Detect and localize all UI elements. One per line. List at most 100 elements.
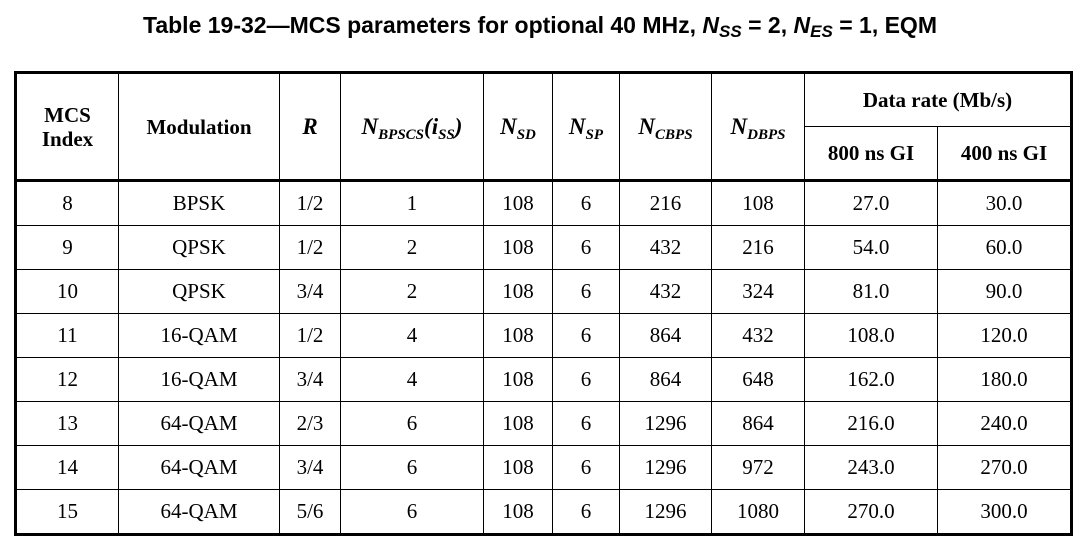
cell-ncbps: 864 bbox=[619, 313, 712, 358]
cell-nbpscs: 1 bbox=[340, 180, 484, 226]
header-ndbps: NDBPS bbox=[711, 72, 805, 182]
cell-gi-400: 270.0 bbox=[936, 445, 1073, 490]
cell-nsd: 108 bbox=[483, 313, 553, 358]
cell-nsp: 6 bbox=[552, 489, 620, 535]
table-body: 8 BPSK 1/2 1 108 6 216 108 27.0 30.0 9 QPSK 1/2 2 108 6… bbox=[15, 180, 1073, 535]
cell-gi-800: 27.0 bbox=[804, 180, 938, 226]
cell-nsp: 6 bbox=[552, 357, 620, 402]
caption-nes-symbol: NES bbox=[793, 12, 833, 41]
header-data-rate: Data rate (Mb/s) bbox=[803, 72, 1073, 127]
cell-gi-400: 60.0 bbox=[936, 225, 1073, 270]
header-modulation: Modulation bbox=[118, 72, 280, 182]
cell-nbpscs: 6 bbox=[340, 445, 484, 490]
cell-ncbps: 1296 bbox=[619, 489, 712, 535]
table-row: 11 16-QAM 1/2 4 108 6 864 432 108.0 120.0 bbox=[15, 313, 1073, 358]
cell-gi-800: 54.0 bbox=[804, 225, 938, 270]
cell-gi-800: 243.0 bbox=[804, 445, 938, 490]
cell-nsd: 108 bbox=[483, 180, 553, 226]
cell-ncbps: 432 bbox=[619, 225, 712, 270]
cell-mcs-index: 13 bbox=[15, 401, 119, 446]
table-row: 10 QPSK 3/4 2 108 6 432 324 81.0 90.0 bbox=[15, 269, 1073, 314]
header-mcs-index: MCS Index bbox=[15, 72, 119, 182]
cell-nbpscs: 4 bbox=[340, 313, 484, 358]
table-row: 8 BPSK 1/2 1 108 6 216 108 27.0 30.0 bbox=[15, 180, 1073, 226]
cell-nsp: 6 bbox=[552, 401, 620, 446]
caption-nss-value: = 2, bbox=[741, 12, 794, 38]
cell-nsp: 6 bbox=[552, 269, 620, 314]
cell-ncbps: 1296 bbox=[619, 401, 712, 446]
cell-mcs-index: 12 bbox=[15, 357, 119, 402]
header-nbpscs: NBPSCS(iSS) bbox=[340, 72, 484, 182]
caption-nss-symbol: NSS bbox=[702, 12, 742, 41]
cell-modulation: QPSK bbox=[118, 269, 280, 314]
cell-r: 5/6 bbox=[279, 489, 341, 535]
table-row: 12 16-QAM 3/4 4 108 6 864 648 162.0 180.0 bbox=[15, 357, 1073, 402]
header-nsd: NSD bbox=[483, 72, 553, 182]
table-row: 13 64-QAM 2/3 6 108 6 1296 864 216.0 240.0 bbox=[15, 401, 1073, 446]
cell-mcs-index: 15 bbox=[15, 489, 119, 535]
mcs-parameters-table: MCS Index Modulation R NBPSCS(iSS) NSD NS… bbox=[14, 71, 1074, 536]
cell-modulation: BPSK bbox=[118, 180, 280, 226]
cell-gi-400: 240.0 bbox=[936, 401, 1073, 446]
cell-modulation: 16-QAM bbox=[118, 357, 280, 402]
cell-nsp: 6 bbox=[552, 225, 620, 270]
cell-ndbps: 1080 bbox=[711, 489, 805, 535]
caption-nes-value: = 1, EQM bbox=[832, 12, 937, 38]
cell-r: 3/4 bbox=[279, 269, 341, 314]
cell-gi-800: 81.0 bbox=[804, 269, 938, 314]
cell-ndbps: 972 bbox=[711, 445, 805, 490]
cell-nbpscs: 4 bbox=[340, 357, 484, 402]
cell-nbpscs: 2 bbox=[340, 225, 484, 270]
cell-mcs-index: 10 bbox=[15, 269, 119, 314]
cell-nsd: 108 bbox=[483, 489, 553, 535]
cell-nsd: 108 bbox=[483, 225, 553, 270]
header-row-2: 800 ns GI 400 ns GI bbox=[16, 126, 1073, 182]
cell-r: 1/2 bbox=[279, 180, 341, 226]
cell-nbpscs: 6 bbox=[340, 401, 484, 446]
cell-ndbps: 216 bbox=[711, 225, 805, 270]
cell-ndbps: 324 bbox=[711, 269, 805, 314]
cell-r: 3/4 bbox=[279, 445, 341, 490]
table-caption: Table 19-32—MCS parameters for optional … bbox=[0, 8, 1080, 42]
cell-ncbps: 216 bbox=[619, 180, 712, 226]
cell-ncbps: 432 bbox=[619, 269, 712, 314]
cell-gi-400: 120.0 bbox=[936, 313, 1073, 358]
table-row: 9 QPSK 1/2 2 108 6 432 216 54.0 60.0 bbox=[15, 225, 1073, 270]
header-r: R bbox=[279, 72, 341, 182]
cell-ndbps: 108 bbox=[711, 180, 805, 226]
cell-ndbps: 432 bbox=[711, 313, 805, 358]
cell-mcs-index: 14 bbox=[15, 445, 119, 490]
cell-mcs-index: 8 bbox=[15, 180, 119, 226]
cell-modulation: 16-QAM bbox=[118, 313, 280, 358]
cell-nsd: 108 bbox=[483, 445, 553, 490]
header-ncbps: NCBPS bbox=[619, 72, 712, 182]
cell-mcs-index: 11 bbox=[15, 313, 119, 358]
cell-r: 2/3 bbox=[279, 401, 341, 446]
cell-modulation: 64-QAM bbox=[118, 401, 280, 446]
cell-r: 1/2 bbox=[279, 313, 341, 358]
cell-r: 3/4 bbox=[279, 357, 341, 402]
cell-gi-400: 300.0 bbox=[936, 489, 1073, 535]
header-gi-800: 800 ns GI bbox=[804, 126, 938, 182]
cell-nsd: 108 bbox=[483, 357, 553, 402]
cell-ndbps: 648 bbox=[711, 357, 805, 402]
cell-nsp: 6 bbox=[552, 313, 620, 358]
cell-ncbps: 1296 bbox=[619, 445, 712, 490]
table-row: 14 64-QAM 3/4 6 108 6 1296 972 243.0 270.0 bbox=[15, 445, 1073, 490]
caption-prefix: Table 19-32—MCS parameters for optional … bbox=[143, 12, 703, 38]
cell-ndbps: 864 bbox=[711, 401, 805, 446]
cell-gi-400: 90.0 bbox=[936, 269, 1073, 314]
cell-modulation: 64-QAM bbox=[118, 445, 280, 490]
cell-nbpscs: 6 bbox=[340, 489, 484, 535]
cell-gi-800: 270.0 bbox=[804, 489, 938, 535]
cell-nsd: 108 bbox=[483, 401, 553, 446]
cell-gi-800: 108.0 bbox=[804, 313, 938, 358]
cell-gi-800: 162.0 bbox=[804, 357, 938, 402]
cell-gi-400: 180.0 bbox=[936, 357, 1073, 402]
cell-r: 1/2 bbox=[279, 225, 341, 270]
cell-modulation: 64-QAM bbox=[118, 489, 280, 535]
header-gi-400: 400 ns GI bbox=[936, 126, 1073, 182]
cell-modulation: QPSK bbox=[118, 225, 280, 270]
table-row: 15 64-QAM 5/6 6 108 6 1296 1080 270.0 300.0 bbox=[15, 489, 1073, 535]
cell-nsp: 6 bbox=[552, 180, 620, 226]
